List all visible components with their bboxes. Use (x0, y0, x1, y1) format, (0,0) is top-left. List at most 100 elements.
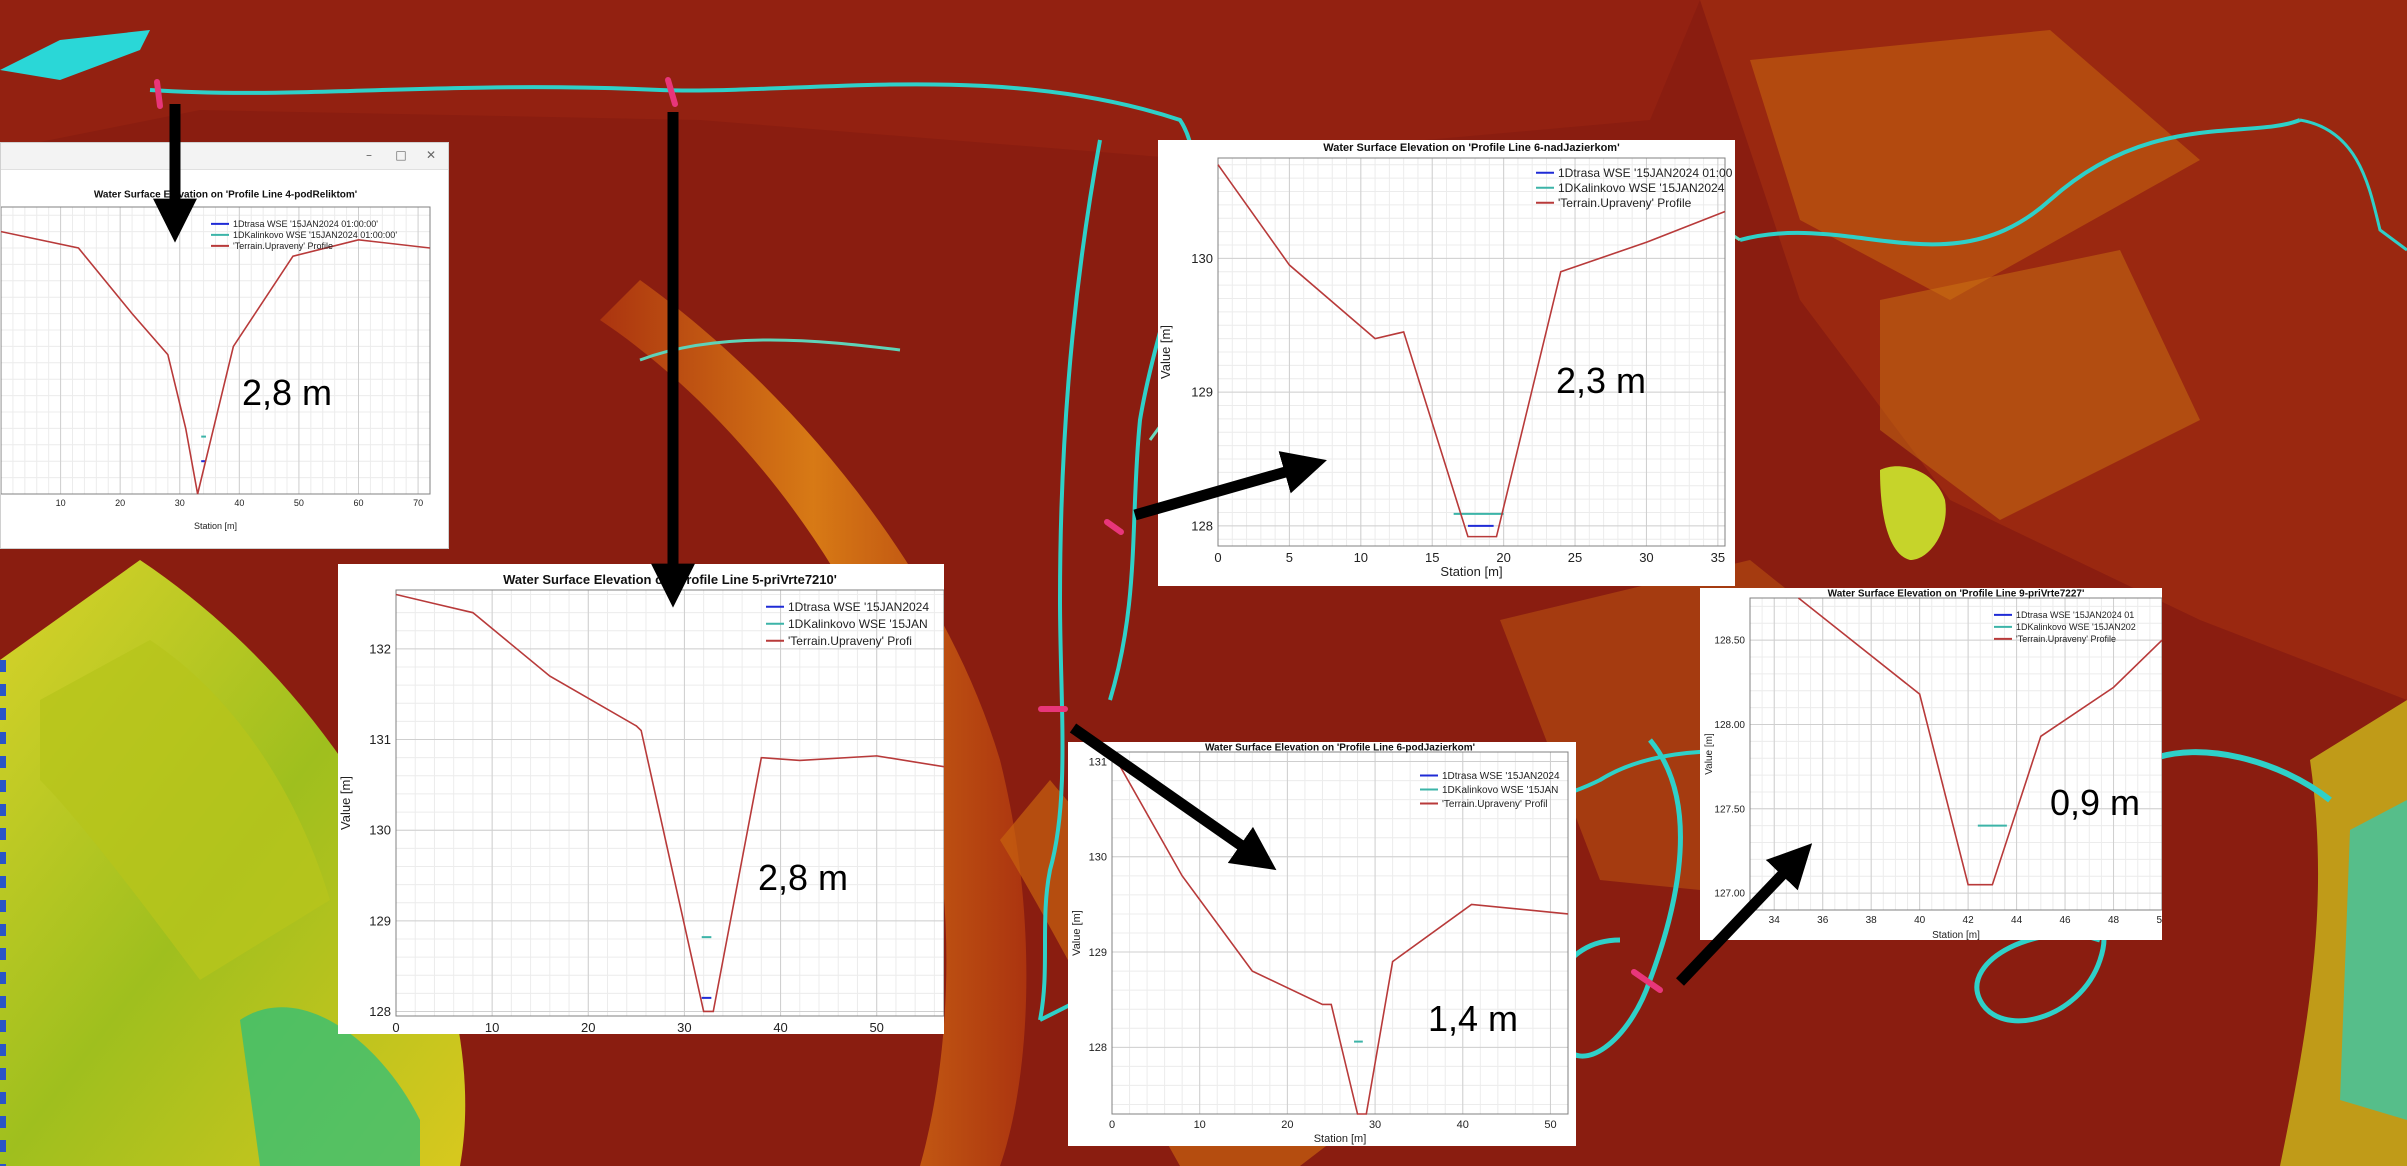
profile-chart-window-4: – □ ✕ 10 20 30 40 50 60 70 Water Surface Elevat… (0, 142, 449, 549)
legend-label: 1DKalinkovo WSE '15JAN2024 01:00:00' (233, 230, 397, 240)
x-axis-label: Station [m] (1314, 1133, 1367, 1145)
x-tick-label: 10 (1194, 1119, 1206, 1131)
x-tick-label: 70 (413, 498, 423, 508)
x-tick-label: 30 (175, 498, 185, 508)
x-tick-label: 30 (677, 1020, 691, 1034)
x-tick-label: 50 (2156, 915, 2162, 926)
y-tick-label: 128.00 (1714, 720, 1745, 731)
minimize-button[interactable]: – (366, 148, 372, 162)
x-tick-label: 46 (2059, 915, 2071, 926)
y-axis-label: Value [m] (1158, 325, 1173, 379)
profile-markers (154, 77, 1663, 993)
chart-svg: 34 36 38 40 42 44 46 48 50 127.00 127.50 128.00 128.… (1704, 589, 2162, 940)
maximize-button[interactable]: □ (395, 148, 407, 162)
legend-label: 'Terrain.Upraveny' Profi (788, 634, 912, 648)
y-axis-label: Value [m] (1704, 733, 1715, 775)
legend-label: 1DKalinkovo WSE '15JAN (788, 617, 928, 631)
chart-title: Water Surface Elevation on 'Profile Line… (94, 190, 357, 201)
chart-title: Water Surface Elevation on 'Profile Line… (1828, 589, 2085, 600)
x-tick-label: 20 (115, 498, 125, 508)
chart-svg: 0 10 20 30 40 50 128 129 130 131 Water Surface Ele… (1071, 743, 1569, 1145)
series-line-3 (1111, 751, 1569, 1115)
x-tick-label: 15 (1425, 550, 1439, 565)
legend-label: 1DKalinkovo WSE '15JAN2024 (1558, 181, 1725, 195)
y-tick-label: 130 (1191, 251, 1213, 266)
x-tick-label: 10 (485, 1020, 499, 1034)
x-tick-label: 40 (1914, 915, 1926, 926)
x-tick-label: 60 (353, 498, 363, 508)
legend-label: 1DKalinkovo WSE '15JAN (1442, 785, 1558, 796)
y-tick-label: 131 (369, 732, 391, 747)
y-tick-label: 132 (369, 641, 391, 656)
legend-label: 'Terrain.Upraveny' Profile (233, 241, 333, 251)
legend-label: 1DKalinkovo WSE '15JAN202 (2016, 622, 2136, 632)
legend: 1Dtrasa WSE '15JAN2024 1DKalinkovo WSE '1… (1420, 771, 1560, 810)
x-tick-label: 20 (581, 1020, 595, 1034)
x-axis-label: Station [m] (194, 521, 237, 531)
x-axis-label: Station [m] (1440, 564, 1502, 579)
x-tick-label: 0 (1109, 1119, 1115, 1131)
legend: 1Dtrasa WSE '15JAN2024 01:001DKalinkovo … (1536, 166, 1733, 210)
x-tick-label: 25 (1568, 550, 1582, 565)
grid (1749, 598, 2162, 911)
x-tick-label: 40 (1457, 1119, 1469, 1131)
profile-chart-6-pod: 0 10 20 30 40 50 128 129 130 131 Water Surface Ele… (1068, 742, 1576, 1146)
legend-label: 1Dtrasa WSE '15JAN2024 01 (2016, 610, 2134, 620)
x-tick-label: 50 (294, 498, 304, 508)
x-tick-label: 0 (1214, 550, 1221, 565)
y-axis-label: Value [m] (338, 776, 353, 830)
y-tick-label: 128.50 (1714, 636, 1745, 647)
legend: 1Dtrasa WSE '15JAN2024 1DKalinkovo WSE '1… (766, 600, 929, 648)
chart-title: Water Surface Elevation on 'Profile Line… (503, 572, 837, 587)
close-button[interactable]: ✕ (425, 148, 437, 162)
x-tick-label: 44 (2011, 915, 2023, 926)
x-tick-label: 40 (773, 1020, 787, 1034)
x-axis-label: Station [m] (1932, 930, 1980, 940)
legend-label: 1Dtrasa WSE '15JAN2024 (788, 600, 929, 614)
depth-label-5: 2,8 m (758, 857, 849, 898)
x-tick-label: 30 (1369, 1119, 1381, 1131)
x-tick-label: 50 (869, 1020, 883, 1034)
x-tick-label: 0 (392, 1020, 399, 1034)
x-tick-label: 42 (1963, 915, 1975, 926)
x-tick-label: 10 (1354, 550, 1368, 565)
series-line-3 (1217, 164, 1726, 538)
x-tick-label: 48 (2108, 915, 2120, 926)
plot-frame (1111, 751, 1569, 1115)
y-axis-label: Value [m] (1071, 910, 1083, 956)
plot-frame (1217, 157, 1726, 547)
legend-label: 1Dtrasa WSE '15JAN2024 01:00:00' (233, 219, 378, 229)
plot-frame (1749, 597, 2162, 911)
chart-title: Water Surface Elevation on 'Profile Line… (1205, 743, 1475, 754)
series-line-3 (1, 230, 431, 495)
chart-svg: 0 10 20 30 40 50 128 129 130 131 132 Water Surface … (338, 572, 944, 1034)
legend-label: 1Dtrasa WSE '15JAN2024 01:00 (1558, 166, 1733, 180)
y-tick-label: 128 (1089, 1042, 1107, 1054)
y-tick-label: 130 (369, 823, 391, 838)
x-tick-label: 34 (1769, 915, 1781, 926)
legend-label: 'Terrain.Upraveny' Profile (1558, 196, 1692, 210)
x-tick-label: 38 (1866, 915, 1878, 926)
x-tick-label: 36 (1817, 915, 1829, 926)
profile-chart-6-nad: 0 5 10 15 20 25 30 35 128 129 130 Water Surface Ele… (1158, 140, 1735, 586)
chart-svg: 0 5 10 15 20 25 30 35 128 129 130 Water Surface Ele… (1158, 142, 1733, 579)
depth-label-4: 2,8 m (242, 372, 333, 413)
legend-label: 'Terrain.Upraveny' Profile (2016, 634, 2116, 644)
chart-svg: 10 20 30 40 50 60 70 Water Surface Elevation on… (1, 190, 431, 531)
y-tick-label: 131 (1089, 756, 1107, 768)
y-tick-label: 128 (1191, 518, 1213, 533)
profile-chart-5: 0 10 20 30 40 50 128 129 130 131 132 Water Surface … (338, 564, 944, 1034)
x-tick-label: 40 (234, 498, 244, 508)
chart-title: Water Surface Elevation on 'Profile Line… (1323, 142, 1620, 154)
legend-label: 1Dtrasa WSE '15JAN2024 (1442, 771, 1560, 782)
legend-label: 'Terrain.Upraveny' Profil (1442, 799, 1548, 810)
y-tick-label: 129 (1191, 385, 1213, 400)
x-tick-label: 20 (1281, 1119, 1293, 1131)
grid (1217, 158, 1725, 546)
series-line-3 (395, 593, 944, 1013)
y-tick-label: 129 (1089, 947, 1107, 959)
grid (395, 590, 944, 1016)
x-tick-label: 5 (1286, 550, 1293, 565)
y-tick-label: 130 (1089, 852, 1107, 864)
y-tick-label: 129 (369, 913, 391, 928)
